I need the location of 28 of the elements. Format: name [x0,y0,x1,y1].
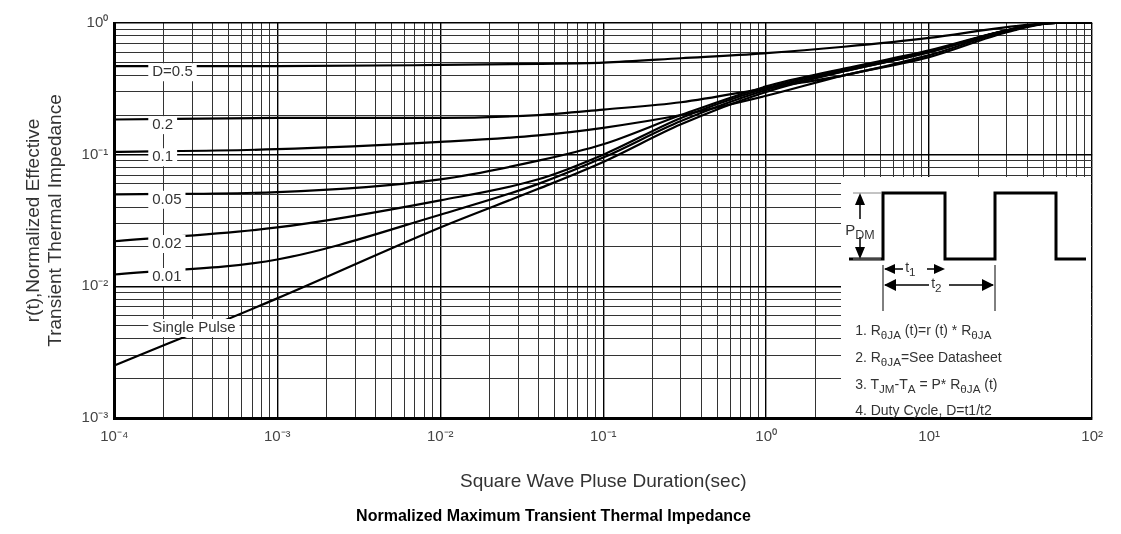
annotation: 1. R$_{θJA}$ (t)=r (t) * R$_{θJA}$ [855,321,993,343]
series-label: 0.1 [152,147,174,165]
series-label: D=0.5 [152,62,193,80]
series-label: 0.02 [152,234,182,252]
x-tick-label: 10⁻⁴ [100,427,129,445]
series-label: 0.05 [152,189,182,207]
series-label: 0.01 [152,267,182,285]
x-axis-title: Square Wave Pluse Duration(sec) [459,469,747,491]
annotation: P$_{DM}$ [845,221,875,242]
x-tick-label: 10⁻¹ [589,427,617,445]
x-tick-label: 10⁻³ [263,427,291,445]
y-tick-label: 10⁻² [81,276,109,294]
y-tick-label: 10⁻³ [81,408,109,426]
x-tick-label: 10⁻² [426,427,454,445]
y-tick-label: 10⁰ [86,13,109,31]
x-tick-label: 10¹ [918,427,941,445]
series-label: Single Pulse [152,318,236,336]
text: Normalized Maximum Transient Thermal Impedance [356,506,751,524]
y-tick-label: 10⁻¹ [81,144,109,162]
annotation: 2. R$_{θJA}$=See Datasheet [855,347,1002,370]
annotation: t$_{1}$ [905,259,916,278]
y-axis-title: r(t),Normalized Effective Transient Thermal Impedance [21,94,66,347]
x-tick-label: 10² [1081,427,1103,445]
annotation: 4. Duty Cycle, D=t1/t2 [855,401,993,421]
series-label: 0.2 [152,115,174,133]
annotation: t$_{2}$ [931,275,942,294]
annotation: 3. T$_{JM}$-T$_{A}$ = P* R$_{θJA}$ (t) [855,374,999,397]
x-tick-label: 10⁰ [755,427,778,445]
